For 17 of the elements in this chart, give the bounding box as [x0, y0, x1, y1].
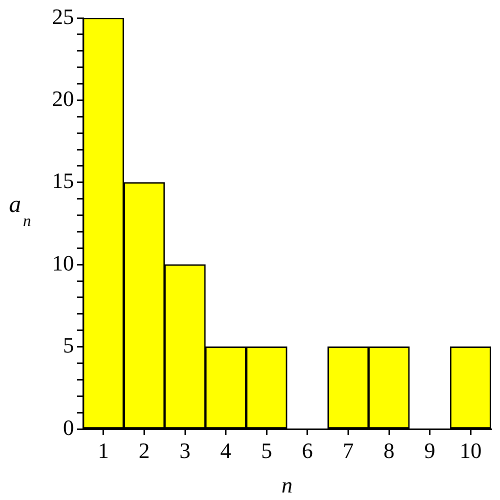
x-tick-label: 9: [424, 438, 436, 463]
y-tick-label: 25: [52, 4, 74, 29]
y-tick-label: 15: [52, 168, 74, 194]
x-tick-label: 6: [302, 438, 313, 463]
x-tick-label: 10: [460, 438, 482, 463]
y-tick-label: 0: [63, 414, 74, 440]
x-tick-label: 7: [342, 438, 354, 463]
y-tick-label: 10: [52, 250, 74, 276]
x-tick-label: 3: [180, 438, 190, 463]
x-axis-title: n: [282, 472, 292, 498]
x-tick-label: 2: [138, 438, 150, 463]
x-tick-label: 5: [261, 438, 272, 463]
x-tick-label: 4: [220, 438, 232, 463]
x-tick-label: 8: [384, 438, 394, 463]
x-tick-label: 1: [98, 438, 109, 463]
y-tick-label: 5: [63, 332, 74, 358]
y-tick-label: 20: [52, 86, 74, 111]
